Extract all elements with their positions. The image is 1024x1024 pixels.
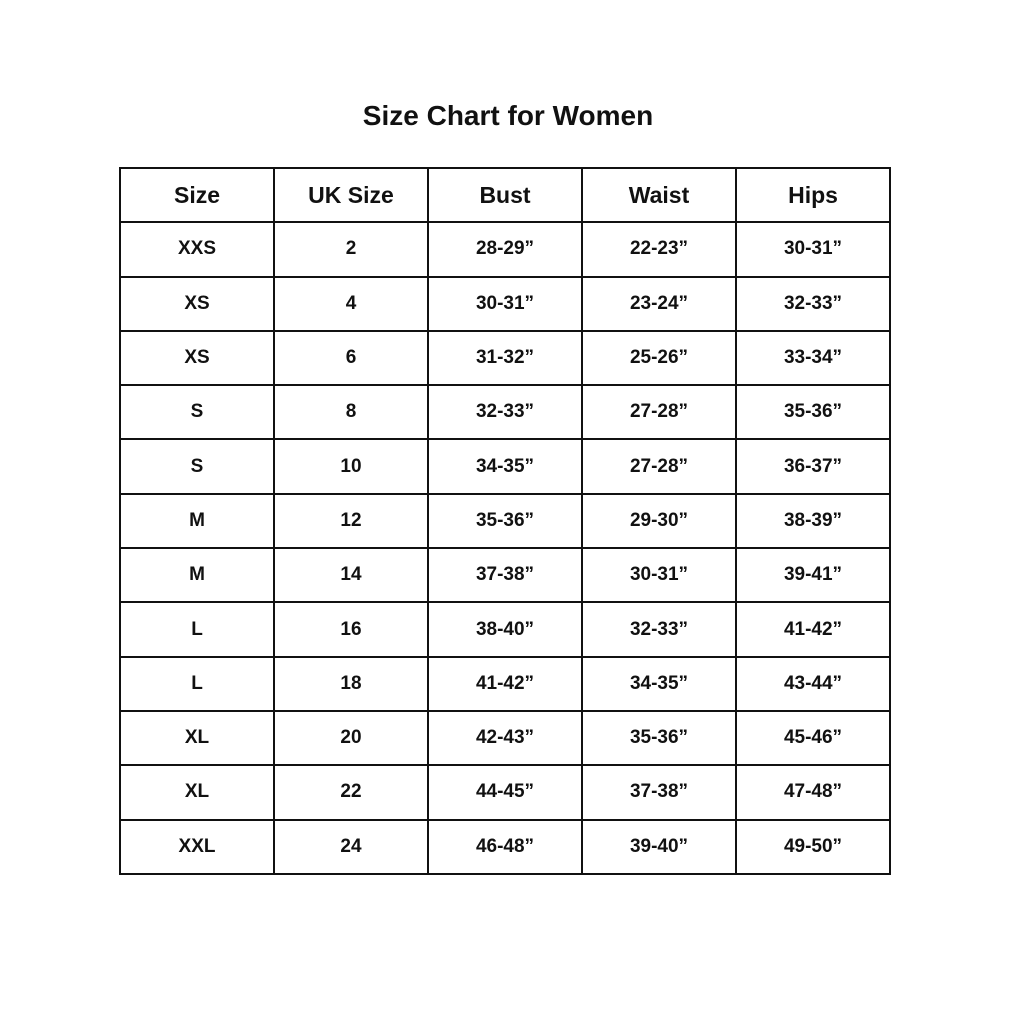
table-cell: 18 [273,655,429,712]
table-cell: 35-36” [427,492,583,550]
table-cell: 24 [273,818,429,875]
table-cell: 22-23” [581,221,737,278]
table-cell: 31-32” [427,329,583,387]
table-cell: 38-39” [735,492,891,550]
table-row: XL 22 44-45” 37-38” 47-48” [119,764,891,821]
table-cell: 10 [273,438,429,495]
table-cell: 8 [273,384,429,441]
table-cell: 39-40” [581,818,737,875]
table-cell: S [119,384,275,441]
table-cell: 35-36” [581,709,737,767]
table-cell: 46-48” [427,818,583,875]
table-cell: 36-37” [735,438,891,495]
table-cell: M [119,492,275,550]
table-cell: 30-31” [735,221,891,278]
table-cell: 49-50” [735,818,891,875]
table-cell: 38-40” [427,601,583,658]
table-cell: 33-34” [735,329,891,387]
table-cell: 43-44” [735,655,891,712]
table-cell: 32-33” [735,275,891,332]
table-cell: 4 [273,275,429,332]
table-cell: 30-31” [427,275,583,332]
table-row: XS 4 30-31” 23-24” 32-33” [119,275,891,332]
table-cell: 20 [273,709,429,767]
column-header: Size [119,166,275,224]
table-cell: 37-38” [581,764,737,821]
table-cell: 35-36” [735,384,891,441]
column-header: Waist [581,166,737,224]
table-cell: XS [119,329,275,387]
table-header-row: Size UK Size Bust Waist Hips [119,166,891,224]
table-cell: 41-42” [427,655,583,712]
table-cell: 27-28” [581,384,737,441]
table-cell: XXL [119,818,275,875]
page-title: Size Chart for Women [362,100,654,131]
table-cell: L [119,601,275,658]
table-cell: 27-28” [581,438,737,495]
table-cell: XL [119,764,275,821]
table-cell: XS [119,275,275,332]
table-cell: 32-33” [581,601,737,658]
table-row: S 8 32-33” 27-28” 35-36” [119,384,891,441]
table-row: L 16 38-40” 32-33” 41-42” [119,601,891,658]
table-cell: XL [119,709,275,767]
table-cell: 29-30” [581,492,737,550]
table-row: XXS 2 28-29” 22-23” 30-31” [119,221,891,278]
table-row: M 12 35-36” 29-30” 38-39” [119,492,891,550]
table-cell: 34-35” [427,438,583,495]
table-cell: 16 [273,601,429,658]
size-chart-table: Size UK Size Bust Waist Hips XXS 2 28-29” 22-23… [119,166,891,875]
table-cell: M [119,547,275,604]
table-cell: L [119,655,275,712]
table-cell: 25-26” [581,329,737,387]
table-row: L 18 41-42” 34-35” 43-44” [119,655,891,712]
table-row: XXL 24 46-48” 39-40” 49-50” [119,818,891,875]
table-row: M 14 37-38” 30-31” 39-41” [119,547,891,604]
table-row: S 10 34-35” 27-28” 36-37” [119,438,891,495]
table-cell: 28-29” [427,221,583,278]
table-cell: 34-35” [581,655,737,712]
table-cell: 37-38” [427,547,583,604]
table-cell: XXS [119,221,275,278]
table-cell: 6 [273,329,429,387]
table-cell: 44-45” [427,764,583,821]
table-row: XL 20 42-43” 35-36” 45-46” [119,709,891,767]
table-cell: 45-46” [735,709,891,767]
table-cell: 23-24” [581,275,737,332]
table-cell: 41-42” [735,601,891,658]
table-cell: 47-48” [735,764,891,821]
table-cell: S [119,438,275,495]
table-cell: 22 [273,764,429,821]
table-cell: 39-41” [735,547,891,604]
table-cell: 32-33” [427,384,583,441]
table-cell: 14 [273,547,429,604]
table-cell: 12 [273,492,429,550]
table-body: XXS 2 28-29” 22-23” 30-31” XS 4 30-31” 23-24” 32-… [119,221,891,875]
column-header: Bust [427,166,583,224]
table-cell: 42-43” [427,709,583,767]
column-header: UK Size [273,166,429,224]
table-row: XS 6 31-32” 25-26” 33-34” [119,329,891,387]
table-cell: 2 [273,221,429,278]
table-cell: 30-31” [581,547,737,604]
column-header: Hips [735,166,891,224]
